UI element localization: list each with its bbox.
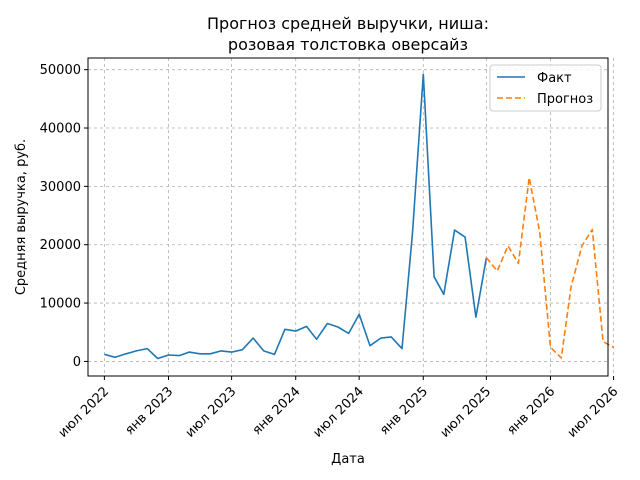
chart-title-line-2: розовая толстовка оверсайз: [228, 35, 468, 54]
x-tick-label: янв 2025: [377, 384, 431, 438]
legend-label-fact: Факт: [537, 71, 572, 86]
y-tick-label: 40000: [40, 122, 81, 137]
legend-label-forecast: Прогноз: [537, 92, 593, 107]
plot-area-frame: [87, 57, 609, 377]
x-tick-label: июл 2025: [438, 384, 495, 441]
grid: [88, 58, 614, 376]
y-tick-label: 0: [73, 355, 81, 370]
series-lines: [104, 73, 614, 360]
chart-title-line-1: Прогноз средней выручки, ниша:: [207, 14, 489, 33]
x-tick-label: июл 2023: [183, 384, 240, 441]
y-tick-label: 50000: [40, 63, 81, 78]
series-line-forecast: [485, 176, 614, 359]
y-tick-label: 20000: [40, 238, 81, 253]
y-tick-label: 30000: [40, 180, 81, 195]
y-axis-label: Средняя выручка, руб.: [14, 139, 29, 295]
x-tick-label: июл 2024: [310, 384, 367, 441]
x-axis-ticks: июл 2022 янв 2023 июл 2023 янв 2024 июл 2024…: [56, 376, 622, 441]
x-tick-label: июл 2022: [56, 384, 113, 441]
chart-title: Прогноз средней выручки, ниша: розовая т…: [207, 14, 489, 54]
x-tick-label: янв 2023: [122, 384, 176, 438]
x-tick-label: июл 2026: [565, 384, 622, 441]
x-tick-label: янв 2024: [250, 384, 304, 438]
x-tick-label: янв 2026: [504, 384, 558, 438]
y-axis-ticks: 0 10000 20000 30000 40000 50000: [40, 63, 88, 370]
y-tick-label: 10000: [40, 297, 81, 312]
x-axis-label: Дата: [331, 452, 365, 467]
series-line-fact: [104, 73, 488, 360]
legend: Факт Прогноз: [489, 64, 602, 112]
